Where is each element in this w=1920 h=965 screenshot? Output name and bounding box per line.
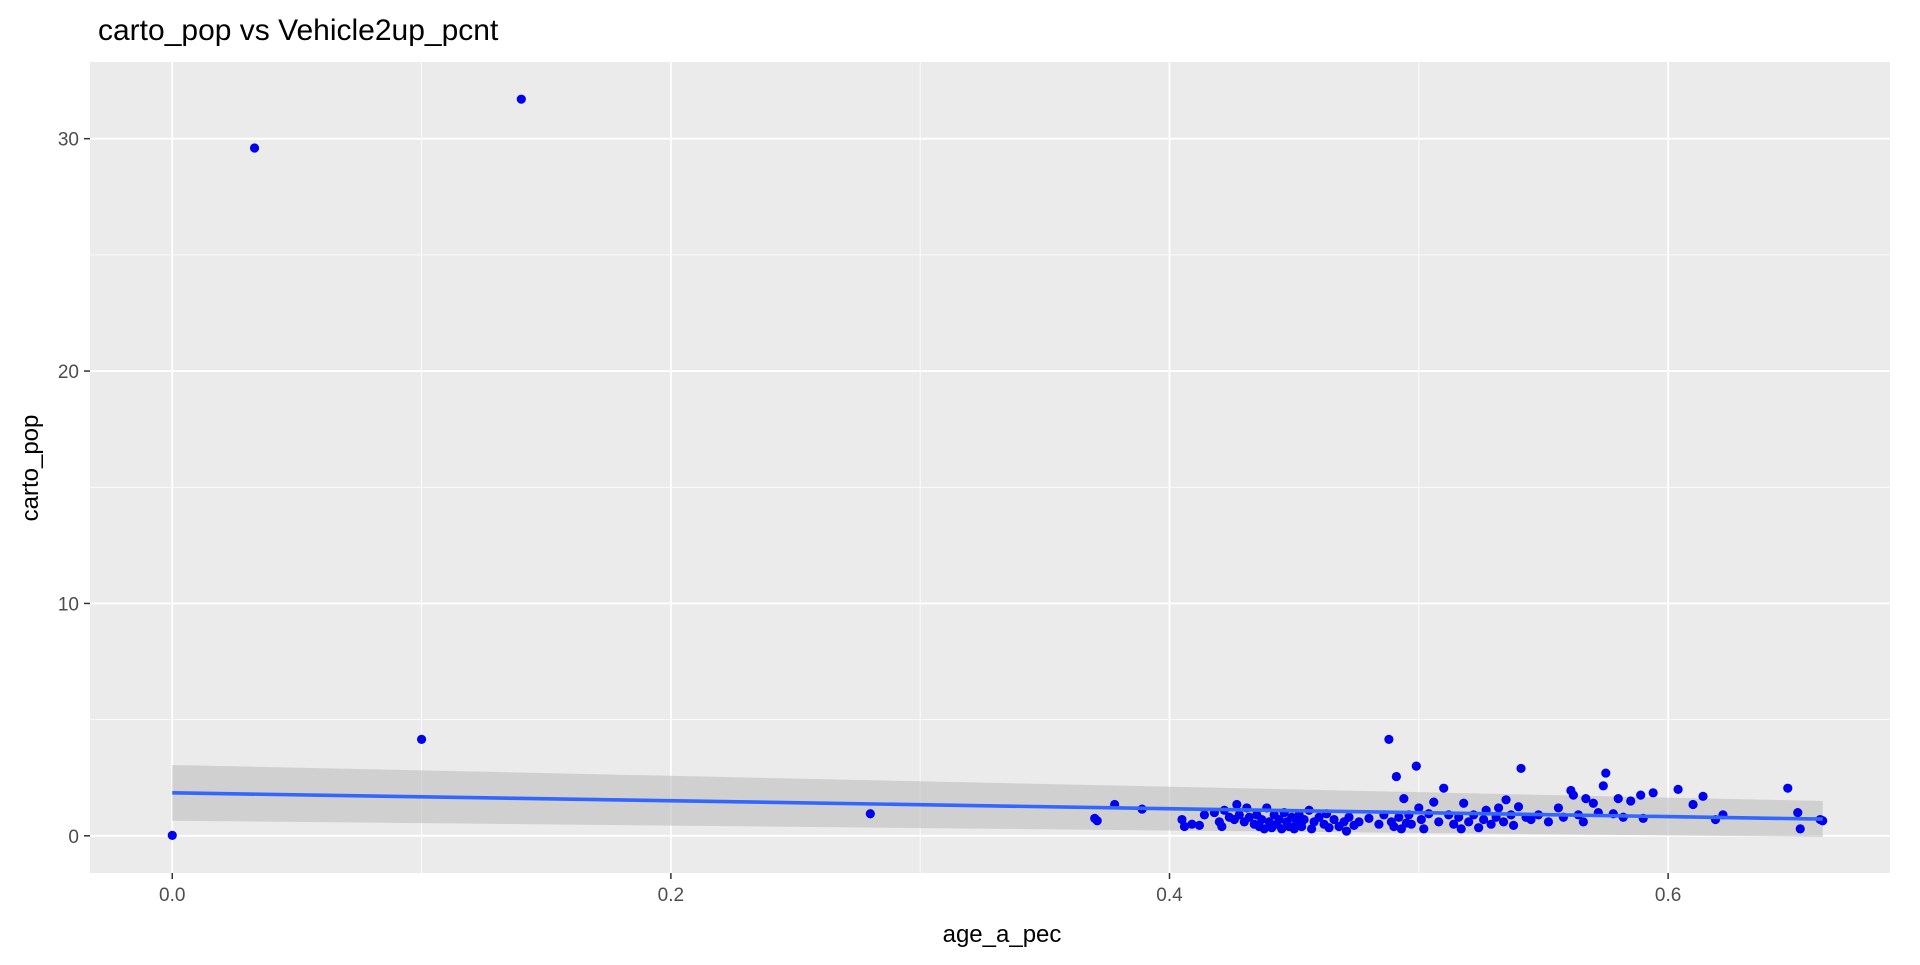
data-point <box>1344 812 1354 822</box>
data-point <box>1449 819 1459 829</box>
data-point <box>1394 812 1404 822</box>
data-point <box>1516 763 1526 774</box>
chart-title: carto_pop vs Vehicle2up_pcnt <box>98 14 499 47</box>
data-point <box>1486 819 1496 829</box>
data-point <box>1578 817 1588 827</box>
data-point <box>1429 797 1439 807</box>
data-point <box>1479 814 1489 825</box>
data-point <box>1474 823 1484 833</box>
data-point <box>1526 814 1536 825</box>
data-point <box>1508 820 1519 830</box>
data-point <box>1329 814 1339 825</box>
data-point <box>1459 798 1469 808</box>
x-tick-label: 0.4 <box>1156 885 1183 906</box>
data-point <box>1568 790 1578 800</box>
data-point <box>1179 821 1190 832</box>
x-axis: 0.0 0.2 0.4 0.6 <box>159 873 1681 906</box>
data-point <box>1648 788 1658 798</box>
data-point <box>1307 824 1317 834</box>
data-point <box>1793 807 1803 818</box>
x-axis-title: age_a_pec <box>943 921 1062 948</box>
data-point <box>1399 794 1409 804</box>
data-point <box>1411 761 1421 771</box>
data-point <box>1626 796 1636 806</box>
data-point <box>1234 810 1244 820</box>
data-point <box>1364 813 1374 823</box>
data-point <box>1434 817 1444 827</box>
y-tick-label: 30 <box>58 130 79 151</box>
data-point <box>1783 783 1793 793</box>
data-point <box>1636 790 1646 800</box>
data-point <box>1456 824 1466 834</box>
data-point <box>1314 812 1324 822</box>
data-point <box>1354 817 1364 827</box>
y-tick-label: 20 <box>58 362 79 383</box>
data-point <box>1553 803 1564 813</box>
data-point <box>1217 821 1227 832</box>
data-point <box>1598 781 1608 791</box>
y-axis: 0 10 20 30 <box>58 130 90 848</box>
data-point <box>1613 794 1623 804</box>
data-point <box>1414 803 1424 813</box>
data-point <box>1092 816 1102 826</box>
data-point <box>1277 824 1287 834</box>
data-point <box>865 809 875 819</box>
x-tick-label: 0.0 <box>159 885 185 906</box>
x-tick-label: 0.2 <box>658 885 684 906</box>
minor-gridlines <box>90 62 1890 873</box>
data-point <box>1588 798 1598 808</box>
data-point <box>1199 810 1210 820</box>
data-point <box>1187 819 1197 829</box>
data-point <box>1501 795 1511 805</box>
y-tick-label: 0 <box>68 827 79 848</box>
data-point <box>1581 794 1591 804</box>
data-point <box>1416 814 1426 825</box>
data-point <box>1299 814 1309 825</box>
data-point <box>1673 784 1683 794</box>
data-point <box>1232 799 1242 810</box>
major-gridlines <box>90 62 1890 873</box>
x-tick-label: 0.6 <box>1655 885 1681 906</box>
data-point <box>249 143 260 153</box>
data-point <box>1274 814 1284 825</box>
data-point <box>1795 824 1805 834</box>
y-axis-title: carto_pop <box>17 415 44 522</box>
data-point <box>1374 819 1384 829</box>
data-point <box>1698 791 1708 801</box>
data-point <box>416 734 427 744</box>
data-point <box>167 830 177 840</box>
data-point <box>1513 802 1524 812</box>
data-point <box>1419 824 1429 834</box>
data-point <box>1177 814 1187 825</box>
data-point <box>516 94 526 104</box>
data-point <box>1244 812 1254 822</box>
data-point <box>1384 734 1394 744</box>
data-point <box>1341 826 1352 836</box>
data-point <box>1493 803 1504 813</box>
data-point <box>1194 820 1205 830</box>
data-point <box>1543 817 1554 827</box>
data-point <box>1391 771 1401 782</box>
data-point <box>1406 819 1416 829</box>
data-point <box>1389 821 1399 832</box>
data-point <box>1688 799 1698 810</box>
regression-line <box>172 791 1823 821</box>
data-point <box>1439 783 1449 793</box>
data-point <box>1257 814 1267 825</box>
data-point <box>1498 817 1509 827</box>
y-tick-label: 10 <box>58 594 79 615</box>
data-point <box>1324 823 1334 833</box>
data-point <box>1297 821 1307 832</box>
data-point <box>1464 817 1474 827</box>
plot-panel <box>90 62 1890 873</box>
data-point <box>1601 768 1611 778</box>
data-point <box>1259 824 1269 834</box>
